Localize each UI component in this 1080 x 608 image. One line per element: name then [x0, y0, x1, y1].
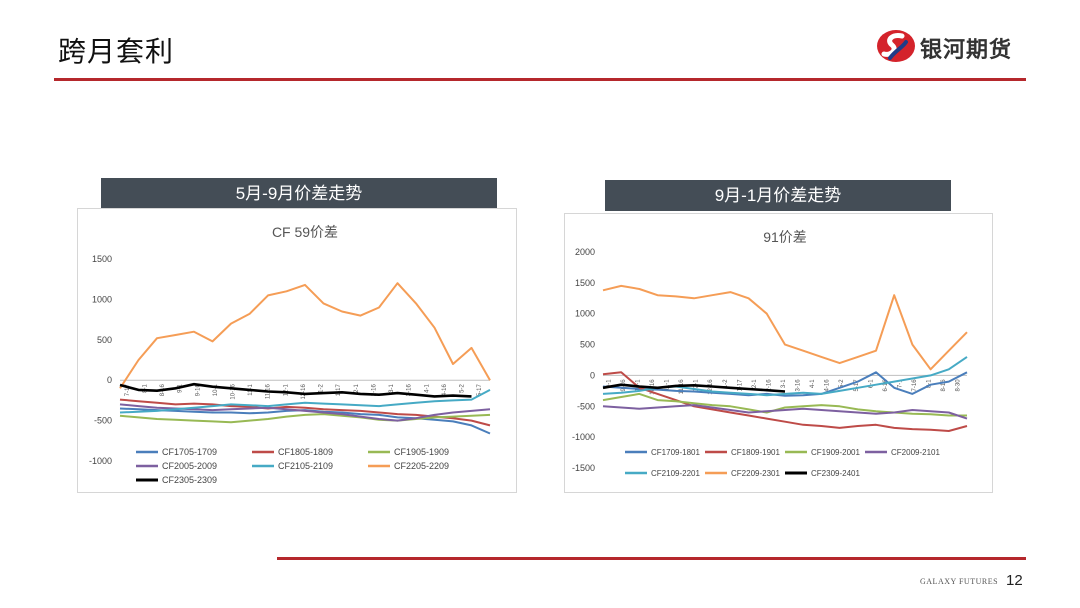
x-tick-label: 1-2	[319, 384, 325, 393]
y-tick-label: 1500	[92, 254, 112, 264]
page-title: 跨月套利	[58, 36, 175, 67]
brand-logo: 银河期货	[876, 28, 1036, 64]
x-tick-label: 4-16	[442, 384, 448, 397]
y-tick-label: 1500	[575, 278, 595, 288]
series-line-cf2305-2309	[119, 382, 472, 398]
legend-label: CF2305-2309	[162, 475, 217, 485]
y-tick-label: 500	[580, 340, 595, 350]
x-tick-label: 1-17	[737, 379, 743, 392]
y-tick-label: 0	[590, 370, 595, 380]
chart-title: 91价差	[763, 229, 807, 245]
legend-label: CF2005-2009	[162, 461, 217, 471]
series-line-cf2309-2401	[602, 383, 786, 393]
x-tick-label: 2-1	[752, 379, 758, 388]
x-tick-label: 8-16	[941, 379, 947, 392]
y-tick-label: 0	[107, 375, 112, 385]
y-tick-label: -1000	[89, 456, 112, 466]
series-line-cf1809-1901	[602, 371, 968, 432]
legend-label: CF1905-1909	[394, 447, 449, 457]
y-tick-label: -500	[577, 401, 595, 411]
x-tick-label: 4-16	[825, 379, 831, 392]
legend-label: CF1809-1901	[731, 448, 780, 457]
series-line-cf1905-1909	[119, 413, 491, 424]
x-tick-label: 5-17	[854, 379, 860, 392]
x-tick-label: 3-16	[796, 379, 802, 392]
x-tick-label: 6-16	[883, 379, 889, 392]
x-tick-label: 10-1	[213, 384, 219, 397]
panel-banner-left: 5月-9月价差走势	[101, 178, 497, 209]
series-line-cf1705-1709	[119, 407, 491, 435]
galaxy-logo-icon	[877, 30, 915, 62]
panel-banner-right: 9月-1月价差走势	[605, 180, 951, 211]
x-tick-label: 10-16	[231, 384, 237, 400]
x-tick-label: 5-2	[460, 384, 466, 393]
y-tick-label: 1000	[92, 294, 112, 304]
series-line-cf2209-2301	[602, 284, 968, 371]
legend-label: CF2105-2109	[278, 461, 333, 471]
x-tick-label: 6-1	[868, 379, 874, 388]
series-line-cf1709-1801	[602, 371, 968, 397]
y-tick-label: -1500	[572, 463, 595, 473]
y-tick-label: -500	[94, 416, 112, 426]
x-tick-label: 3-16	[407, 384, 413, 397]
legend-label: CF2309-2401	[811, 469, 860, 478]
x-tick-label: 8-1	[142, 384, 148, 393]
x-tick-label: 9-16	[195, 384, 201, 397]
series-line-cf2009-2101	[602, 404, 968, 420]
x-tick-label: 12-1	[283, 384, 289, 397]
legend-label: CF1709-1801	[651, 448, 700, 457]
logo-text: 银河期货	[920, 37, 1013, 62]
x-tick-label: 3-1	[389, 384, 395, 393]
chart-title: CF 59价差	[272, 224, 338, 240]
x-tick-label: 8-1	[927, 379, 933, 388]
header-rule	[54, 78, 1026, 81]
x-tick-label: 5-2	[839, 379, 845, 388]
x-tick-label: 7-1	[897, 379, 903, 388]
x-tick-label: 3-1	[781, 379, 787, 388]
y-tick-label: 2000	[575, 247, 595, 257]
x-tick-label: 2-16	[371, 384, 377, 397]
x-tick-label: 8-30	[956, 379, 962, 392]
legend-label: CF2009-2101	[891, 448, 940, 457]
series-line-cf2205-2209	[119, 282, 491, 389]
legend-label: CF1909-2001	[811, 448, 860, 457]
x-tick-label: 7-17	[125, 384, 131, 397]
chart-91-spread: 91价差 2000 1500 1000 500 0 -500 -1000 -1500 9-1 9-1…	[564, 213, 993, 493]
x-tick-label: 1-2	[723, 379, 729, 388]
x-tick-label: 2-1	[354, 384, 360, 393]
series-line-cf2105-2109	[119, 389, 491, 414]
x-tick-label: 5-17	[477, 384, 483, 397]
footer-brand: GALAXY FUTURES	[920, 577, 999, 586]
legend-label: CF2205-2209	[394, 461, 449, 471]
x-tick-label: 4-1	[424, 384, 430, 393]
footer-rule	[277, 557, 1026, 560]
legend-label: CF2209-2301	[731, 469, 780, 478]
x-tick-label: 12-16	[301, 384, 307, 400]
legend-label: CF2109-2201	[651, 469, 700, 478]
page-number: 12	[1006, 572, 1023, 589]
legend-label: CF1805-1809	[278, 447, 333, 457]
y-tick-label: -1000	[572, 432, 595, 442]
x-tick-label: 1-17	[336, 384, 342, 397]
y-tick-label: 1000	[575, 309, 595, 319]
x-tick-label: 9-1	[606, 379, 612, 388]
x-tick-label: 4-1	[810, 379, 816, 388]
chart-cf59-spread: CF 59价差 1500 1000 500 0 -500 -1000 7-17 8-1 8-16 9…	[77, 208, 517, 493]
y-tick-label: 500	[97, 335, 112, 345]
x-tick-label: 7-16	[912, 379, 918, 392]
series-line-cf1909-2001	[602, 392, 967, 417]
x-tick-label: 11-1	[665, 379, 671, 391]
x-tick-label: 2-16	[766, 379, 772, 392]
legend-label: CF1705-1709	[162, 447, 217, 457]
